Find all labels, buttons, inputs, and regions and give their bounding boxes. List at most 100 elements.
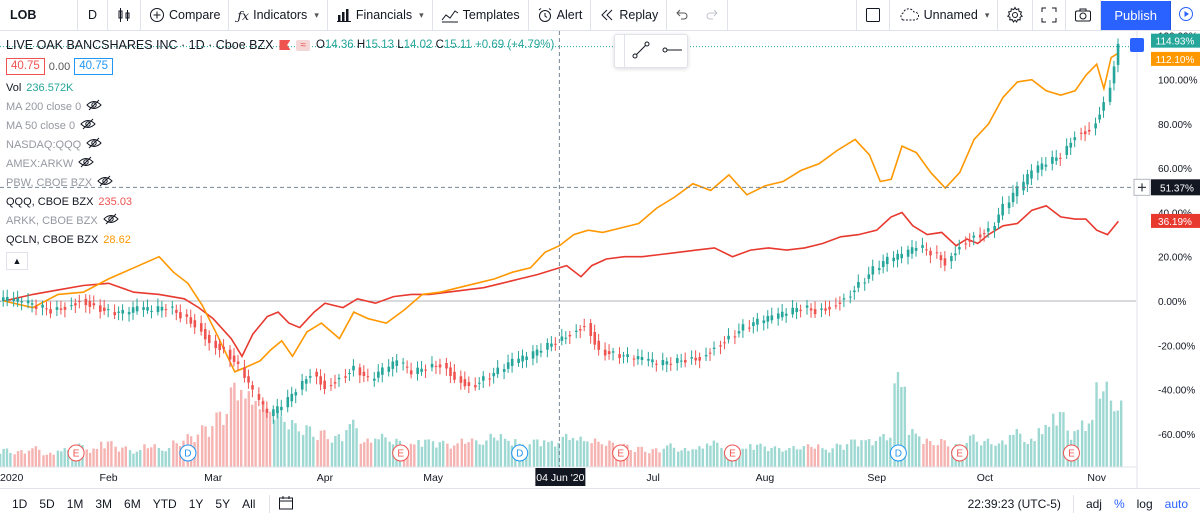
indicator-row[interactable]: QCLN, CBOE BZX 28.62 [6, 230, 554, 249]
dividend-marker[interactable] [889, 444, 907, 462]
eye-hidden-icon[interactable] [86, 137, 102, 152]
x-tick-label: Jul [646, 472, 659, 484]
collapse-legend-button[interactable]: ▲ [6, 252, 28, 270]
price-chart[interactable]: E D E D E E D E E 2020 Feb Mar Apr May Jul Aug Sep Oct No… [0, 31, 1200, 488]
sell-button[interactable]: 40.75 [6, 58, 45, 75]
snapshot-button[interactable] [1066, 0, 1102, 31]
indicator-row[interactable]: AMEX:ARKW [6, 154, 554, 173]
comparison-lines [3, 52, 1120, 373]
indicators-button[interactable]: ƒx Indicators ▾ [229, 0, 328, 31]
rewind-icon [599, 7, 615, 23]
candle-body [78, 301, 81, 303]
fullscreen-button[interactable] [1033, 0, 1067, 31]
time-axis[interactable]: 2020 Feb Mar Apr May Jul Aug Sep Oct Nov [0, 466, 1200, 484]
range-button[interactable]: All [242, 497, 256, 511]
eye-hidden-icon[interactable] [78, 156, 94, 171]
settings-button[interactable] [998, 0, 1034, 31]
volume-bar [251, 404, 254, 467]
compare-button[interactable]: Compare [141, 0, 230, 31]
chevron-down-icon: ▾ [984, 9, 990, 20]
indicator-row[interactable]: MA 50 close 0 [6, 116, 554, 135]
adjust-toggle[interactable]: adj [1085, 497, 1102, 511]
publish-video-button[interactable] [1170, 0, 1200, 30]
buy-button[interactable]: 40.75 [74, 58, 113, 75]
eye-hidden-icon[interactable] [86, 99, 102, 114]
range-button[interactable]: 3M [95, 497, 113, 511]
volume-bar [817, 444, 820, 467]
earnings-marker[interactable] [612, 444, 630, 462]
candle-body [488, 378, 492, 380]
range-button[interactable]: 1D [12, 497, 28, 511]
log-scale-toggle[interactable]: log [1136, 497, 1153, 511]
publish-button[interactable]: Publish [1101, 0, 1170, 30]
candle-body [150, 310, 153, 312]
clock-time[interactable]: 22:39:23 (UTC-5) [967, 497, 1061, 511]
earnings-marker[interactable] [1062, 444, 1080, 462]
candle-body [175, 309, 178, 313]
dividend-marker[interactable] [179, 444, 197, 462]
volume-bar [503, 438, 507, 467]
price-axis[interactable]: 120.00%100.00%80.00%60.00%40.00%20.00%0.… [1136, 31, 1200, 488]
earnings-marker[interactable] [951, 444, 969, 462]
candle-body [88, 301, 92, 307]
undo-button[interactable] [667, 0, 697, 31]
redo-button[interactable] [697, 0, 729, 31]
interval-button[interactable]: D [78, 0, 108, 31]
volume-bar [287, 429, 290, 467]
range-button[interactable]: 6M [124, 497, 141, 511]
percent-scale-toggle[interactable]: % [1113, 497, 1125, 511]
dividend-marker[interactable] [511, 444, 529, 462]
flag-icon[interactable] [279, 40, 291, 50]
volume-bar [5, 448, 9, 467]
market-status-badge[interactable]: ≈ [296, 39, 310, 51]
indicator-row[interactable]: QQQ, CBOE BZX 235.03 [6, 192, 554, 211]
range-button[interactable]: YTD [152, 497, 177, 511]
earnings-marker[interactable] [67, 444, 85, 462]
range-button[interactable]: 5D [39, 497, 55, 511]
add-price-line-button[interactable] [1133, 178, 1151, 196]
object-tree-button[interactable] [1130, 38, 1144, 52]
legend-title[interactable]: LIVE OAK BANCSHARES INC · 1D · Cboe BZX [6, 38, 274, 52]
last-value-label: 114.93% [1156, 37, 1195, 48]
templates-button[interactable]: Templates [433, 0, 529, 31]
chart-type-button[interactable] [108, 0, 141, 31]
candle-body [517, 358, 520, 363]
indicator-row[interactable]: ARKK, CBOE BZX [6, 211, 554, 230]
candle-body [1001, 203, 1004, 216]
range-button[interactable]: 1Y [188, 497, 204, 511]
candle-body [391, 361, 395, 369]
eye-hidden-icon[interactable] [102, 213, 119, 228]
fullscreen-layout-button[interactable] [855, 0, 890, 31]
financials-button[interactable]: Financials ▾ [328, 0, 433, 31]
candle-body [900, 253, 903, 259]
square-icon [865, 7, 881, 23]
symbol-search-button[interactable]: LOB [0, 0, 78, 31]
volume-bar [1041, 434, 1044, 467]
candle-body [1098, 114, 1101, 120]
range-button[interactable]: 5Y [215, 497, 231, 511]
eye-hidden-icon[interactable] [80, 118, 96, 133]
range-button[interactable]: 1M [66, 497, 84, 511]
volume-bar [643, 451, 647, 467]
auto-scale-toggle[interactable]: auto [1164, 497, 1188, 511]
alert-button[interactable]: Alert [529, 0, 592, 31]
candle-body [308, 376, 312, 378]
drag-handle[interactable] [615, 35, 625, 67]
earnings-marker[interactable] [392, 444, 410, 462]
go-to-date-button[interactable] [278, 495, 294, 514]
candle-body [276, 406, 279, 414]
volume-bar [305, 425, 308, 467]
trend-line-tool[interactable] [625, 35, 656, 67]
indicator-row[interactable]: PBW, CBOE BZX [6, 173, 554, 192]
replay-button[interactable]: Replay [591, 0, 668, 31]
volume-bar [330, 442, 334, 467]
layout-name-button[interactable]: Unnamed ▾ [890, 0, 999, 31]
indicator-row[interactable]: Vol 236.572K [6, 78, 554, 97]
indicator-row[interactable]: NASDAQ:QQQ [6, 135, 554, 154]
earnings-marker[interactable] [723, 444, 741, 462]
eye-hidden-icon[interactable] [97, 175, 113, 190]
horizontal-ray-tool[interactable] [656, 35, 687, 67]
indicator-row[interactable]: MA 200 close 0 [6, 97, 554, 116]
volume-bar [427, 439, 430, 467]
